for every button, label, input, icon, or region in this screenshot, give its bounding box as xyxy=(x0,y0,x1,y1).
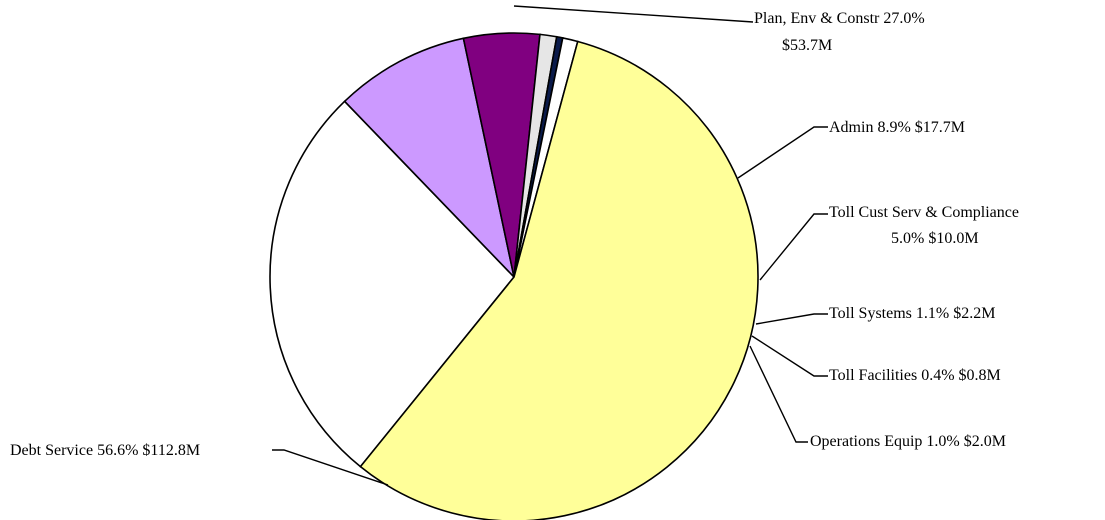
label-plan-line2: $53.7M xyxy=(782,37,832,54)
label-admin: Admin 8.9% $17.7M xyxy=(829,119,965,136)
leader-tollcust xyxy=(759,213,828,281)
label-tollcust-line1: Toll Cust Serv & Compliance xyxy=(829,204,1019,221)
leader-plan xyxy=(513,5,754,23)
label-debt: Debt Service 56.6% $112.8M xyxy=(10,442,200,459)
pie-slice-debt-service xyxy=(359,40,759,520)
label-tollcust-line2: 5.0% $10.0M xyxy=(891,230,979,247)
label-opsequip: Operations Equip 1.0% $2.0M xyxy=(810,433,1006,450)
pie-slice-admin xyxy=(343,37,516,280)
leader-opsequip xyxy=(749,345,808,443)
leader-tollsys xyxy=(755,313,828,325)
label-tollsys: Toll Systems 1.1% $2.2M xyxy=(829,305,995,322)
leader-debt xyxy=(272,449,389,486)
pie-slices xyxy=(269,32,759,520)
leader-admin xyxy=(737,126,828,179)
label-tollfac: Toll Facilities 0.4% $0.8M xyxy=(829,367,1001,384)
leader-tollfac xyxy=(751,335,828,377)
slice-labels: Plan, Env & Constr 27.0% $53.7M Admin 8.… xyxy=(10,10,1019,459)
pie-slice-plan-env-constr xyxy=(269,100,516,468)
leader-lines xyxy=(272,5,828,486)
label-plan-line1: Plan, Env & Constr 27.0% xyxy=(754,10,925,27)
